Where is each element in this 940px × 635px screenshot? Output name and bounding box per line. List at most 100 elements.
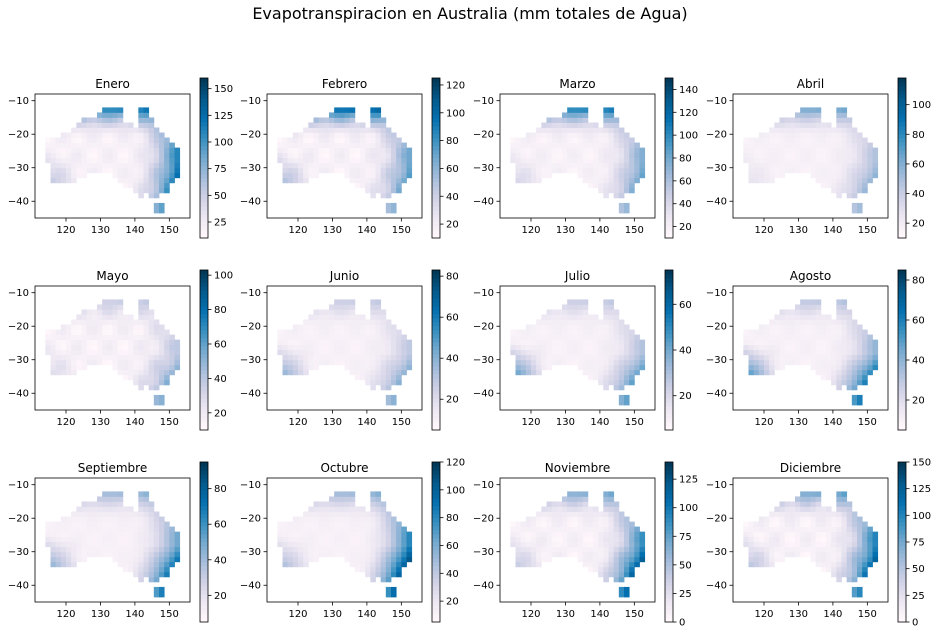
heatmap-cell xyxy=(624,374,630,381)
heatmap-cell xyxy=(536,137,542,143)
heatmap-cell xyxy=(313,309,320,315)
heatmap-cell xyxy=(385,571,392,578)
heatmap-cell xyxy=(800,132,806,138)
heatmap-cell xyxy=(401,531,407,538)
heatmap-cell xyxy=(795,132,801,138)
heatmap-cell xyxy=(76,506,82,512)
heatmap-cell xyxy=(546,324,553,330)
heatmap-cell xyxy=(107,324,113,330)
y-tick-label: −30 xyxy=(473,547,494,558)
heatmap-cell xyxy=(138,132,144,138)
heatmap-cell xyxy=(360,314,366,320)
heatmap-cell xyxy=(743,142,749,149)
heatmap-cell xyxy=(313,137,320,143)
heatmap-cell xyxy=(323,359,330,366)
heatmap-cell xyxy=(391,339,397,346)
heatmap-cell xyxy=(292,349,299,356)
heatmap-cell xyxy=(551,511,558,517)
heatmap-cell xyxy=(277,142,283,149)
heatmap-cell xyxy=(857,132,863,138)
heatmap-cell xyxy=(159,359,165,366)
heatmap-cell xyxy=(380,526,387,533)
heatmap-cell xyxy=(334,349,340,356)
y-tick-label: −30 xyxy=(473,163,494,174)
heatmap-cell xyxy=(380,374,387,381)
heatmap-cell xyxy=(567,339,573,346)
heatmap-cell xyxy=(531,526,537,533)
heatmap-cell xyxy=(354,162,361,169)
heatmap-cell xyxy=(795,152,801,159)
heatmap-cell xyxy=(764,546,770,553)
heatmap-cell xyxy=(577,521,584,527)
heatmap-cell xyxy=(862,531,868,538)
heatmap-cell xyxy=(836,506,842,512)
heatmap-cell xyxy=(86,511,93,517)
heatmap-cell xyxy=(624,324,630,330)
colorbar-segment xyxy=(200,162,208,167)
heatmap-cell xyxy=(292,152,299,159)
heatmap-cell xyxy=(810,324,817,330)
heatmap-cell xyxy=(520,561,527,568)
heatmap-cell xyxy=(629,349,635,356)
y-tick-label: −40 xyxy=(473,581,494,592)
heatmap-cell xyxy=(525,354,532,361)
heatmap-cell xyxy=(45,521,51,527)
heatmap-cell xyxy=(50,157,57,164)
heatmap-cell xyxy=(385,586,392,593)
colorbar-tick-label: 20 xyxy=(912,219,925,230)
colorbar-segment xyxy=(898,486,906,491)
heatmap-cell xyxy=(298,521,304,527)
heatmap-cell xyxy=(618,566,625,573)
heatmap-cell xyxy=(774,122,780,128)
heatmap-cell xyxy=(380,349,387,356)
heatmap-cell xyxy=(836,354,842,361)
heatmap-cell xyxy=(60,147,67,154)
colorbar-segment xyxy=(665,354,673,359)
heatmap-cell xyxy=(774,506,780,512)
heatmap-cell xyxy=(81,556,88,563)
heatmap-cell xyxy=(613,501,620,507)
colorbar-segment xyxy=(200,138,208,143)
colorbar-segment xyxy=(432,218,440,223)
heatmap-cell xyxy=(143,369,150,376)
heatmap-cell xyxy=(774,339,780,346)
heatmap-cell xyxy=(867,172,873,179)
colorbar-segment xyxy=(898,86,906,91)
heatmap-cell xyxy=(541,526,547,533)
heatmap-cell xyxy=(800,521,806,527)
heatmap-cell xyxy=(857,339,863,346)
heatmap-cell xyxy=(758,162,765,169)
heatmap-cell xyxy=(841,364,848,371)
heatmap-cell xyxy=(292,551,299,558)
heatmap-cell xyxy=(396,546,402,553)
heatmap-cell xyxy=(536,177,542,184)
heatmap-cell xyxy=(572,536,578,543)
heatmap-cell xyxy=(598,344,604,351)
heatmap-cell xyxy=(71,369,77,376)
heatmap-cell xyxy=(846,142,853,149)
heatmap-cell xyxy=(153,142,160,149)
heatmap-cell xyxy=(303,546,309,553)
heatmap-cell xyxy=(805,122,811,128)
heatmap-cell xyxy=(298,147,304,154)
heatmap-cell xyxy=(836,536,842,543)
colorbar-segment xyxy=(432,510,440,515)
colorbar-segment xyxy=(200,486,208,491)
heatmap-cell xyxy=(97,324,103,330)
heatmap-cell xyxy=(536,551,542,558)
heatmap-cell xyxy=(86,531,93,538)
heatmap-cell xyxy=(836,516,842,522)
heatmap-cell xyxy=(577,152,584,159)
heatmap-cell xyxy=(764,324,770,330)
heatmap-cell xyxy=(577,491,584,497)
heatmap-cell xyxy=(572,526,578,533)
heatmap-cell xyxy=(133,566,139,573)
colorbar-segment xyxy=(665,218,673,223)
heatmap-cell xyxy=(122,319,129,325)
heatmap-cell xyxy=(867,339,873,346)
y-tick-label: −10 xyxy=(473,288,494,299)
heatmap-cell xyxy=(582,172,589,179)
heatmap-cell xyxy=(76,142,82,149)
heatmap-cell xyxy=(148,541,155,548)
heatmap-cell xyxy=(618,177,625,184)
